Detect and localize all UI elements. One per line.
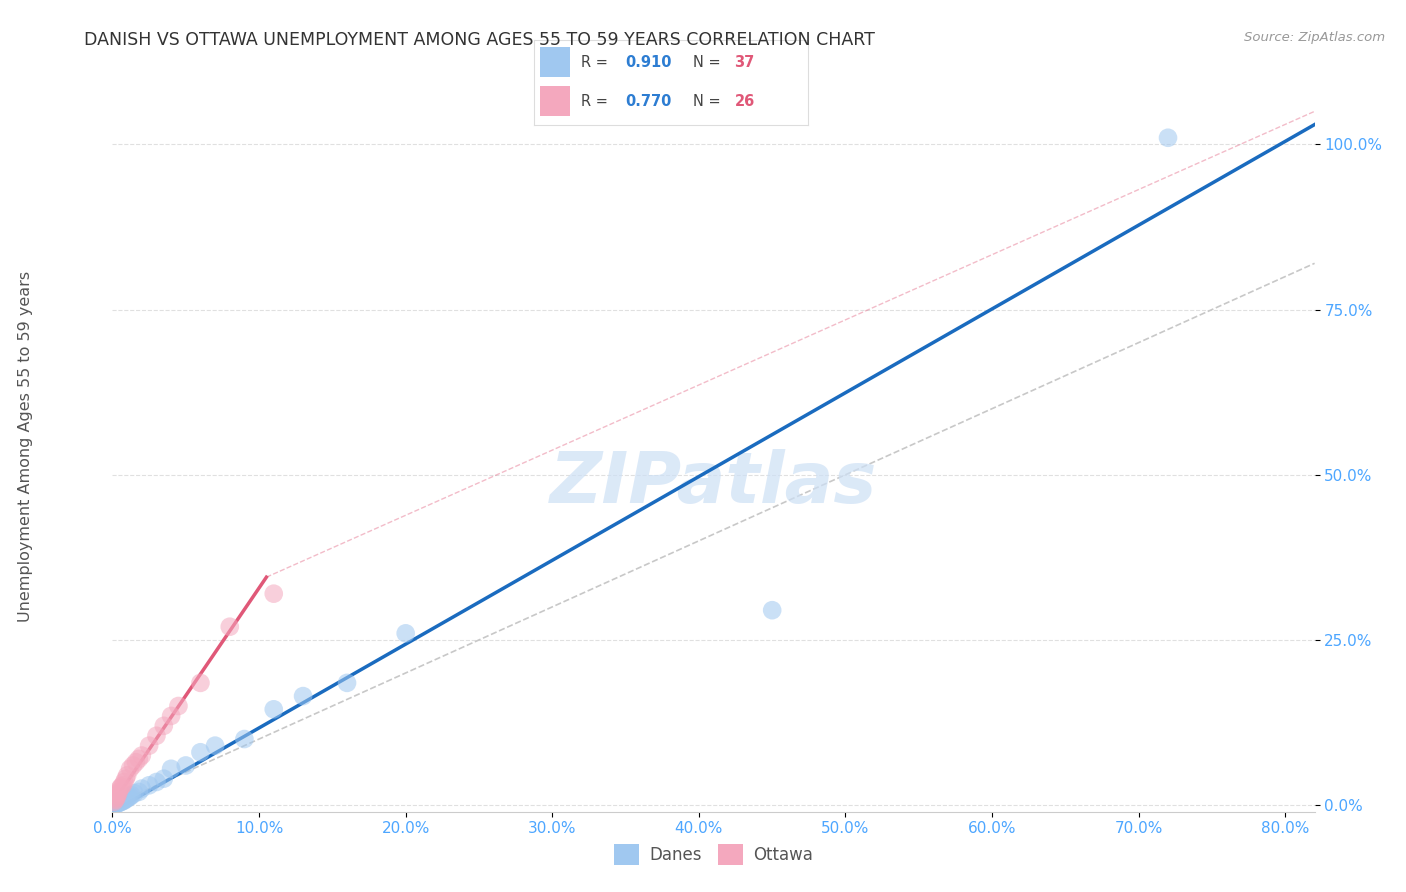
Text: N =: N = [693, 94, 725, 109]
Text: 0.770: 0.770 [624, 94, 671, 109]
Point [108, 781, 131, 796]
Point [152, 772, 174, 786]
Text: ZIPatlas: ZIPatlas [550, 449, 877, 518]
Point [110, 795, 132, 809]
Text: 26: 26 [734, 94, 755, 109]
Point [128, 785, 150, 799]
Point [1157, 130, 1180, 145]
Point [114, 792, 136, 806]
Point [112, 793, 135, 807]
Point [112, 775, 135, 789]
Point [110, 793, 132, 807]
Point [152, 719, 174, 733]
Text: R =: R = [581, 94, 613, 109]
Point [263, 587, 285, 601]
Point [190, 676, 212, 690]
Point [145, 729, 167, 743]
Point [107, 795, 129, 809]
Point [114, 772, 136, 786]
Point [233, 732, 256, 747]
Point [131, 781, 153, 796]
Text: N =: N = [693, 54, 725, 70]
Point [190, 745, 212, 759]
Point [263, 702, 285, 716]
Point [112, 793, 135, 807]
Point [128, 752, 150, 766]
Point [104, 797, 127, 812]
Point [204, 739, 226, 753]
Text: Unemployment Among Ages 55 to 59 years: Unemployment Among Ages 55 to 59 years [18, 270, 32, 622]
Point [145, 775, 167, 789]
Point [108, 796, 131, 810]
Point [761, 603, 783, 617]
FancyBboxPatch shape [540, 47, 569, 78]
Point [105, 796, 128, 810]
Point [124, 786, 146, 800]
Point [125, 755, 148, 769]
Point [104, 793, 127, 807]
Point [395, 626, 418, 640]
Point [336, 676, 359, 690]
Text: DANISH VS OTTAWA UNEMPLOYMENT AMONG AGES 55 TO 59 YEARS CORRELATION CHART: DANISH VS OTTAWA UNEMPLOYMENT AMONG AGES… [84, 31, 875, 49]
Point [167, 698, 190, 713]
Point [105, 797, 128, 811]
Point [107, 786, 129, 800]
Point [115, 791, 138, 805]
Point [111, 793, 134, 807]
Point [105, 788, 128, 802]
Point [120, 762, 142, 776]
Text: 0.910: 0.910 [624, 54, 671, 70]
Point [121, 788, 143, 802]
Point [138, 778, 160, 792]
Point [292, 689, 315, 703]
Point [111, 778, 134, 792]
Point [104, 791, 127, 805]
FancyBboxPatch shape [540, 86, 569, 116]
Point [107, 785, 129, 799]
Legend: Danes, Ottawa: Danes, Ottawa [607, 838, 820, 871]
Point [104, 796, 127, 810]
Point [107, 796, 129, 810]
Point [160, 709, 183, 723]
Point [108, 794, 131, 808]
Point [120, 789, 142, 804]
Point [117, 790, 139, 805]
Point [160, 762, 183, 776]
Point [174, 758, 197, 772]
Point [103, 795, 125, 809]
Point [218, 620, 240, 634]
Point [111, 794, 134, 808]
Point [105, 790, 128, 805]
Text: 37: 37 [734, 54, 755, 70]
Point [115, 768, 138, 782]
Point [103, 797, 125, 811]
Point [110, 780, 132, 794]
Point [138, 739, 160, 753]
Text: R =: R = [581, 54, 613, 70]
Text: Source: ZipAtlas.com: Source: ZipAtlas.com [1244, 31, 1385, 45]
Point [122, 758, 145, 772]
Point [131, 748, 153, 763]
